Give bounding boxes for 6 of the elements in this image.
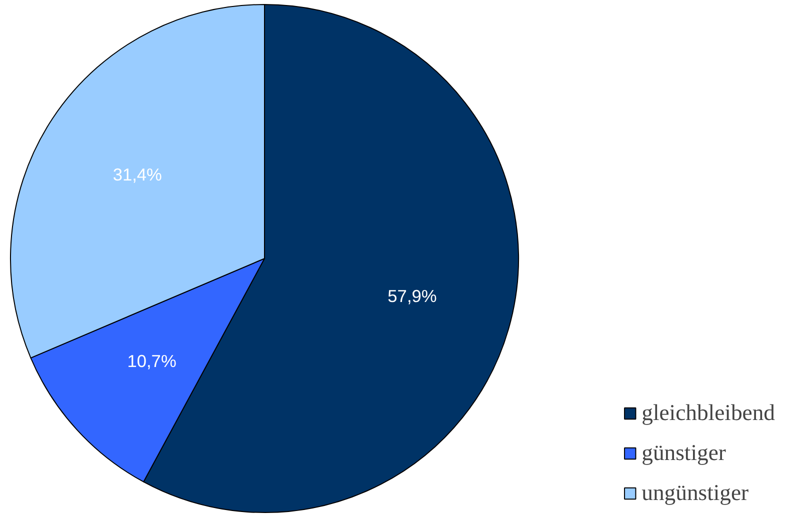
legend-label: günstiger xyxy=(642,440,726,466)
data-label: 31,4% xyxy=(112,164,162,184)
legend-label: ungünstiger xyxy=(642,480,749,506)
legend-label: gleichbleibend xyxy=(642,400,775,426)
data-label: 57,9% xyxy=(388,286,437,306)
data-label: 10,7% xyxy=(127,351,176,372)
